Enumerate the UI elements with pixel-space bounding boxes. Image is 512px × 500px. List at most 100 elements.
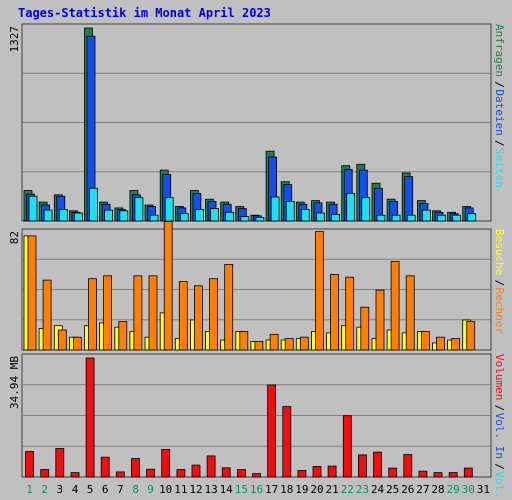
day-label-1: 1 bbox=[26, 483, 33, 496]
bar-seiten-day-18 bbox=[285, 200, 295, 222]
bar-rechner-day-17 bbox=[269, 333, 279, 351]
bar-volumen-day-17 bbox=[267, 384, 277, 478]
day-label-4: 4 bbox=[72, 483, 79, 496]
anfragen-panel-legend: Anfragen/Dateien/Seiten bbox=[493, 24, 506, 188]
bar-rechner-day-5 bbox=[88, 278, 97, 351]
bar-volumen-day-15 bbox=[236, 469, 246, 478]
bar-seiten-day-3 bbox=[58, 208, 68, 222]
bar-volumen-day-8 bbox=[131, 458, 140, 478]
bar-rechner-day-16 bbox=[254, 340, 264, 351]
day-label-18: 18 bbox=[280, 483, 293, 496]
legend-rechner: Rechner bbox=[493, 288, 506, 335]
day-label-29: 29 bbox=[447, 483, 460, 496]
anfragen-panel: 1327 bbox=[8, 23, 492, 222]
bar-seiten-day-27 bbox=[421, 209, 431, 222]
day-label-31: 31 bbox=[477, 483, 490, 496]
volumen-panel-legend: Volumen/Vol. In/Vol. Out bbox=[493, 354, 506, 500]
day-label-2: 2 bbox=[41, 483, 48, 496]
axis-max-label: 82 bbox=[8, 231, 21, 244]
bar-seiten-day-8 bbox=[134, 197, 144, 222]
legend-besuche: Besuche bbox=[493, 229, 506, 275]
bar-rechner-day-25 bbox=[390, 261, 400, 351]
bar-rechner-day-28 bbox=[436, 336, 445, 351]
day-label-19: 19 bbox=[295, 483, 308, 496]
bar-seiten-day-9 bbox=[149, 214, 159, 222]
bar-rechner-day-29 bbox=[451, 338, 461, 351]
day-label-3: 3 bbox=[56, 483, 63, 496]
legend-anfragen: Anfragen bbox=[493, 24, 506, 77]
day-label-28: 28 bbox=[431, 483, 444, 496]
bar-volumen-day-2 bbox=[40, 469, 50, 478]
day-label-27: 27 bbox=[416, 483, 429, 496]
bar-volumen-day-1 bbox=[25, 451, 35, 478]
bar-seiten-day-25 bbox=[391, 214, 401, 222]
bar-rechner-day-13 bbox=[209, 278, 218, 351]
chart-panels: 1327 82 34.94 MB bbox=[8, 23, 492, 478]
bar-volumen-day-10 bbox=[161, 448, 171, 478]
bar-seiten-day-13 bbox=[210, 208, 219, 222]
day-label-14: 14 bbox=[220, 483, 234, 496]
day-label-13: 13 bbox=[204, 483, 217, 496]
bar-seiten-day-17 bbox=[270, 196, 280, 222]
bar-rechner-day-1 bbox=[27, 235, 37, 351]
bar-volumen-day-12 bbox=[191, 464, 201, 478]
bar-rechner-day-19 bbox=[299, 336, 309, 351]
bar-rechner-day-10 bbox=[163, 221, 173, 351]
bar-rechner-day-11 bbox=[178, 281, 188, 351]
day-label-10: 10 bbox=[159, 483, 172, 496]
day-label-25: 25 bbox=[386, 483, 399, 496]
bar-volumen-day-19 bbox=[297, 470, 307, 478]
bar-volumen-day-25 bbox=[388, 467, 398, 478]
bar-seiten-day-19 bbox=[300, 208, 310, 222]
day-label-20: 20 bbox=[310, 483, 323, 496]
bar-volumen-day-5 bbox=[85, 357, 95, 478]
day-label-7: 7 bbox=[117, 483, 124, 496]
bar-rechner-day-30 bbox=[466, 321, 476, 351]
bar-volumen-day-6 bbox=[100, 456, 110, 478]
bar-volumen-day-14 bbox=[221, 467, 231, 478]
bar-volumen-day-18 bbox=[282, 406, 292, 478]
legend-separator: / bbox=[493, 463, 506, 470]
bar-volumen-day-23 bbox=[357, 454, 367, 478]
day-label-16: 16 bbox=[250, 483, 263, 496]
bar-volumen-day-24 bbox=[373, 451, 382, 478]
bar-rechner-day-23 bbox=[360, 306, 370, 351]
day-label-24: 24 bbox=[371, 483, 385, 496]
day-label-6: 6 bbox=[102, 483, 109, 496]
bar-volumen-day-13 bbox=[206, 455, 216, 478]
bar-volumen-day-28 bbox=[433, 472, 443, 478]
bar-seiten-day-5 bbox=[89, 187, 98, 222]
bar-rechner-day-22 bbox=[345, 276, 355, 351]
bar-rechner-day-9 bbox=[148, 275, 158, 351]
day-axis-labels: 1 2 3 4 5 6 7 8 9 10 11 12 13 14 15 16 17 18 19 20 21 22 23 24 2… bbox=[26, 483, 490, 496]
legend-vol-out: Vol. Out bbox=[493, 471, 506, 500]
bar-rechner-day-18 bbox=[284, 338, 294, 351]
right-legends: Anfragen/Dateien/Seiten Besuche / Rechner Vo… bbox=[493, 24, 506, 500]
legend-separator: / bbox=[493, 405, 506, 412]
day-label-17: 17 bbox=[265, 483, 278, 496]
bar-seiten-day-21 bbox=[331, 214, 341, 222]
day-label-9: 9 bbox=[147, 483, 154, 496]
bar-seiten-day-14 bbox=[225, 211, 235, 222]
bar-seiten-day-12 bbox=[194, 208, 204, 222]
bar-dateien-day-26 bbox=[404, 176, 414, 222]
bar-volumen-day-4 bbox=[70, 472, 80, 478]
besuche-panel: 82 bbox=[8, 221, 492, 351]
bar-rechner-day-24 bbox=[375, 289, 385, 351]
bar-volumen-day-7 bbox=[115, 471, 125, 478]
bar-seiten-day-15 bbox=[240, 216, 250, 222]
axis-max-label: 1327 bbox=[8, 26, 21, 53]
bar-seiten-day-1 bbox=[28, 195, 38, 222]
bar-rechner-day-26 bbox=[405, 275, 415, 351]
chart-title: Tages-Statistik im Monat April 2023 bbox=[18, 6, 271, 20]
bar-volumen-day-30 bbox=[463, 467, 473, 478]
bar-seiten-day-10 bbox=[164, 197, 174, 222]
bar-volumen-day-3 bbox=[55, 447, 65, 478]
bar-rechner-day-3 bbox=[57, 329, 67, 351]
bar-seiten-day-2 bbox=[43, 209, 53, 222]
bar-volumen-day-26 bbox=[403, 454, 413, 478]
bar-rechner-day-21 bbox=[330, 273, 340, 351]
bar-seiten-day-29 bbox=[452, 214, 462, 222]
bar-rechner-day-7 bbox=[118, 321, 128, 351]
bar-seiten-day-28 bbox=[437, 214, 446, 222]
